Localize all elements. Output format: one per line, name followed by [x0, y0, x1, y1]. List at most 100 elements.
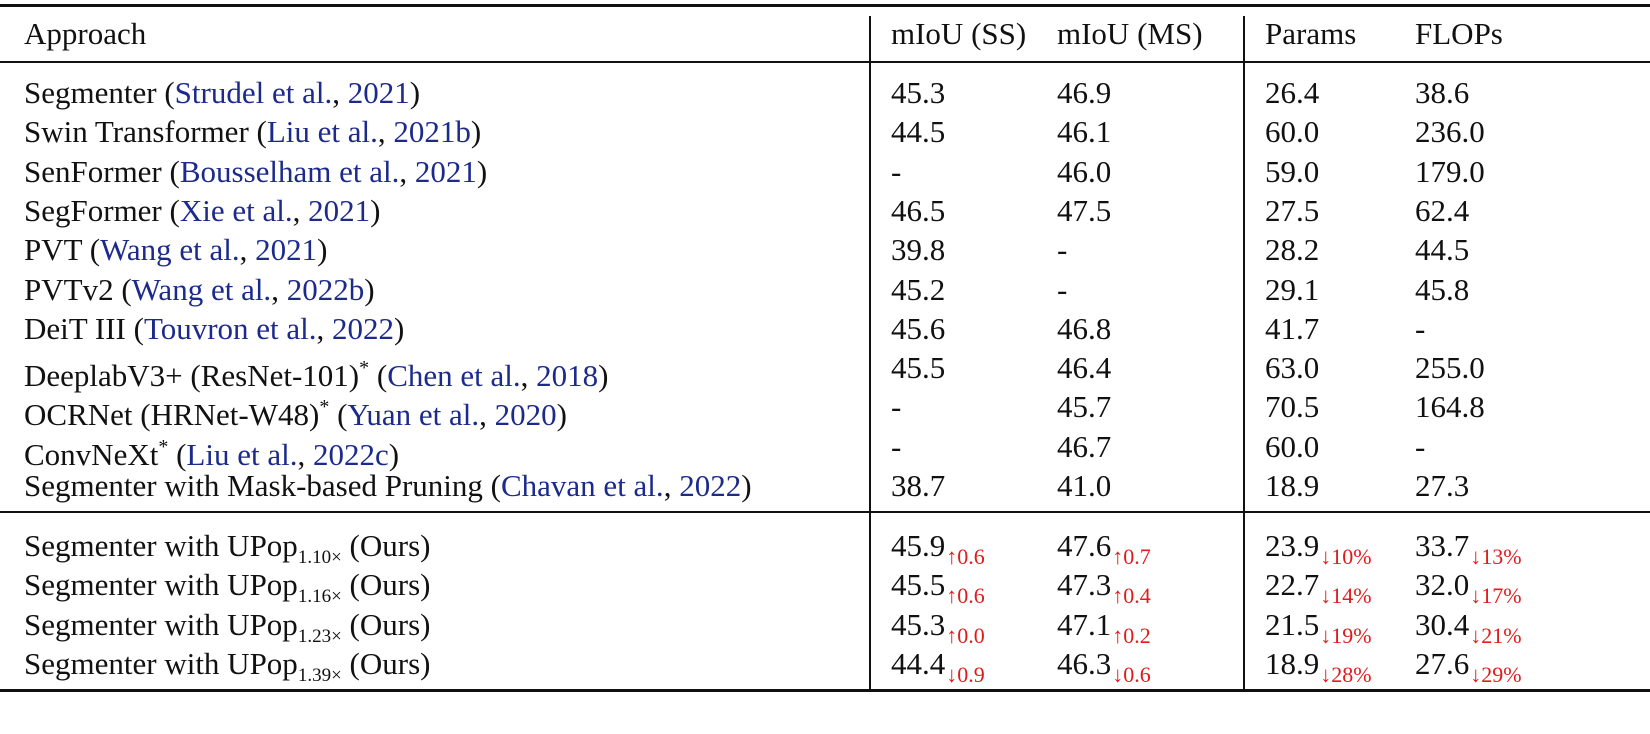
- citation-year: 2021: [414, 153, 477, 189]
- citation-year: 2020: [494, 397, 557, 433]
- citation-author: Chavan et al.: [500, 468, 664, 503]
- header-rule: [0, 61, 1650, 63]
- footnote-star: *: [359, 357, 370, 380]
- citation-author: Chen et al.: [387, 358, 521, 394]
- miou-ss-delta: ↑0.6: [946, 544, 985, 569]
- params-value: 18.9: [1265, 645, 1320, 681]
- miou-ms-cell: 46.3↓0.6: [1057, 644, 1151, 695]
- miou-ms-cell: 41.0: [1057, 468, 1112, 503]
- approach-cell-ours: Segmenter with UPop1.10× (Ours): [24, 526, 430, 578]
- method-name: Segmenter with UPop: [24, 567, 298, 603]
- params-value: 23.9: [1265, 528, 1320, 563]
- miou-ms-cell: 47.1↑0.2: [1057, 605, 1151, 656]
- miou-ss-cell: 45.3↑0.0: [891, 605, 985, 656]
- paren-open: (: [161, 192, 180, 228]
- footnote-star: *: [319, 396, 330, 419]
- ours-label: (Ours): [341, 606, 431, 642]
- citation-author: Yuan et al.: [347, 397, 480, 433]
- citation-year: 2022c: [312, 436, 389, 472]
- compression-ratio: 1.16×: [297, 586, 342, 608]
- flops-cell: 33.7↓13%: [1415, 526, 1522, 577]
- paren-open: (: [168, 436, 187, 472]
- paren-open: (: [156, 75, 175, 110]
- miou-ss-cell: -: [891, 428, 902, 464]
- miou-ss-cell: 45.2: [891, 271, 946, 307]
- citation-author: Wang et al.: [100, 232, 240, 268]
- flops-cell: 179.0: [1415, 153, 1485, 189]
- params-cell: 21.5↓19%: [1265, 605, 1372, 656]
- method-name: PVTv2: [24, 271, 114, 307]
- citation-sep: ,: [297, 436, 313, 472]
- paren-close: ): [394, 310, 405, 346]
- paren-close: ): [476, 153, 488, 189]
- method-name: DeiT III: [24, 310, 126, 346]
- flops-delta: ↓21%: [1470, 622, 1522, 648]
- ours-label: (Ours): [341, 528, 431, 563]
- header-params: Params: [1265, 16, 1357, 51]
- citation-sep: ,: [332, 75, 348, 110]
- method-name: Segmenter with UPop: [24, 606, 298, 642]
- params-value: 22.7: [1265, 567, 1320, 603]
- params-cell: 70.5: [1265, 389, 1320, 425]
- paren-open: (: [248, 114, 267, 150]
- approach-cell-ours: Segmenter with UPop1.16× (Ours): [24, 565, 430, 617]
- approach-cell: DeeplabV3+ (ResNet-101)* (Chen et al., 2…: [24, 348, 608, 396]
- compression-ratio: 1.39×: [297, 664, 342, 686]
- miou-ms-cell: -: [1057, 232, 1068, 268]
- paren-close: ): [370, 192, 381, 228]
- miou-ss-cell: 44.5: [891, 114, 946, 150]
- citation-sep: ,: [271, 271, 287, 307]
- miou-ss-cell: 45.9↑0.6: [891, 526, 985, 577]
- miou-ms-cell: 46.7: [1057, 428, 1112, 464]
- citation-year: 2021: [347, 75, 410, 110]
- flops-value: 33.7: [1415, 528, 1470, 563]
- miou-ms-delta: ↑0.2: [1112, 622, 1151, 648]
- approach-cell: PVTv2 (Wang et al., 2022b): [24, 270, 375, 310]
- citation-sep: ,: [520, 358, 537, 394]
- miou-ss-value: 45.3: [891, 606, 946, 642]
- miou-ss-delta: ↓0.9: [946, 661, 985, 687]
- method-name: Swin Transformer: [24, 114, 249, 150]
- paren-open: (: [329, 397, 348, 433]
- separator-params: [1243, 16, 1245, 691]
- params-delta: ↓10%: [1320, 544, 1372, 569]
- bottom-rule: [0, 689, 1650, 692]
- params-cell: 60.0: [1265, 114, 1320, 150]
- miou-ms-cell: 46.9: [1057, 75, 1112, 110]
- paren-close: ): [598, 358, 609, 394]
- separator-approach: [869, 16, 871, 691]
- miou-ss-cell: 45.3: [891, 75, 946, 110]
- flops-cell: 44.5: [1415, 232, 1470, 268]
- citation-year: 2018: [536, 358, 599, 394]
- miou-ss-cell: 45.5↑0.6: [891, 565, 985, 616]
- method-name: Segmenter: [24, 75, 157, 110]
- header-flops: FLOPs: [1415, 16, 1503, 51]
- method-name: Segmenter with UPop: [24, 645, 298, 681]
- citation-sep: ,: [479, 397, 495, 433]
- footnote-star: *: [158, 435, 169, 458]
- paren-close: ): [409, 75, 421, 110]
- citation-year: 2022: [679, 468, 742, 503]
- miou-ss-cell: -: [891, 389, 902, 425]
- miou-ms-cell: -: [1057, 271, 1068, 307]
- miou-ms-delta: ↑0.7: [1112, 544, 1151, 569]
- flops-cell: -: [1415, 310, 1426, 346]
- method-name: SegFormer: [24, 192, 162, 228]
- citation-year: 2022b: [286, 271, 365, 307]
- flops-delta: ↓29%: [1470, 661, 1522, 687]
- approach-cell: PVT (Wang et al., 2021): [24, 230, 327, 270]
- paren-open: (: [161, 153, 180, 189]
- citation-author: Xie et al.: [179, 192, 293, 228]
- miou-ms-delta: ↑0.4: [1112, 583, 1151, 609]
- flops-cell: -: [1415, 428, 1426, 464]
- approach-cell-ours: Segmenter with UPop1.23× (Ours): [24, 605, 430, 657]
- paren-close: ): [364, 271, 375, 307]
- miou-ms-cell: 47.6↑0.7: [1057, 526, 1151, 577]
- citation-year: 2021b: [393, 114, 471, 150]
- miou-ms-value: 47.6: [1057, 528, 1112, 563]
- approach-cell: Swin Transformer (Liu et al., 2021b): [24, 112, 481, 152]
- params-cell: 59.0: [1265, 153, 1320, 189]
- miou-ss-cell: 46.5: [891, 192, 946, 228]
- top-rule: [0, 4, 1650, 7]
